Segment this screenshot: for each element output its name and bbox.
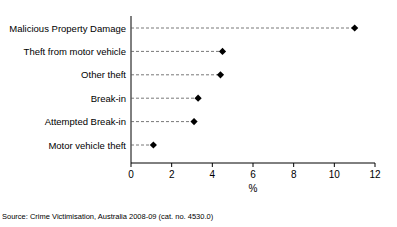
leader-line [131,51,223,52]
x-tick-label: 6 [250,169,256,180]
marker [219,48,226,55]
y-axis [131,16,132,163]
marker [150,141,157,148]
x-axis-label: % [249,183,258,194]
x-tick [212,163,213,167]
category-label: Motor vehicle theft [48,140,126,151]
x-tick-label: 12 [369,169,381,180]
x-tick [375,163,376,167]
leader-line [131,98,198,99]
category-label: Attempted Break-in [45,116,126,127]
marker [217,71,224,78]
category-label: Break-in [91,93,126,104]
x-tick-label: 0 [128,169,134,180]
x-tick [131,163,132,167]
x-tick-label: 2 [169,169,175,180]
marker [351,24,358,31]
leader-line [131,121,194,122]
leader-line [131,74,220,75]
x-tick [334,163,335,167]
x-tick [171,163,172,167]
x-tick [253,163,254,167]
marks [131,24,358,148]
leader-line [131,28,355,29]
x-tick-label: 10 [329,169,341,180]
x-tick [293,163,294,167]
category-label: Other theft [81,69,126,80]
category-label: Malicious Property Damage [9,23,126,34]
x-tick-label: 4 [210,169,216,180]
marker [195,95,202,102]
category-label: Theft from motor vehicle [24,46,126,57]
marker [190,118,197,125]
x-tick-label: 8 [291,169,297,180]
source-note: Source: Crime Victimisation, Australia 2… [2,212,214,221]
chart: 0 2 4 6 8 10 12% Malicious Property Damage Theft… [0,0,397,227]
